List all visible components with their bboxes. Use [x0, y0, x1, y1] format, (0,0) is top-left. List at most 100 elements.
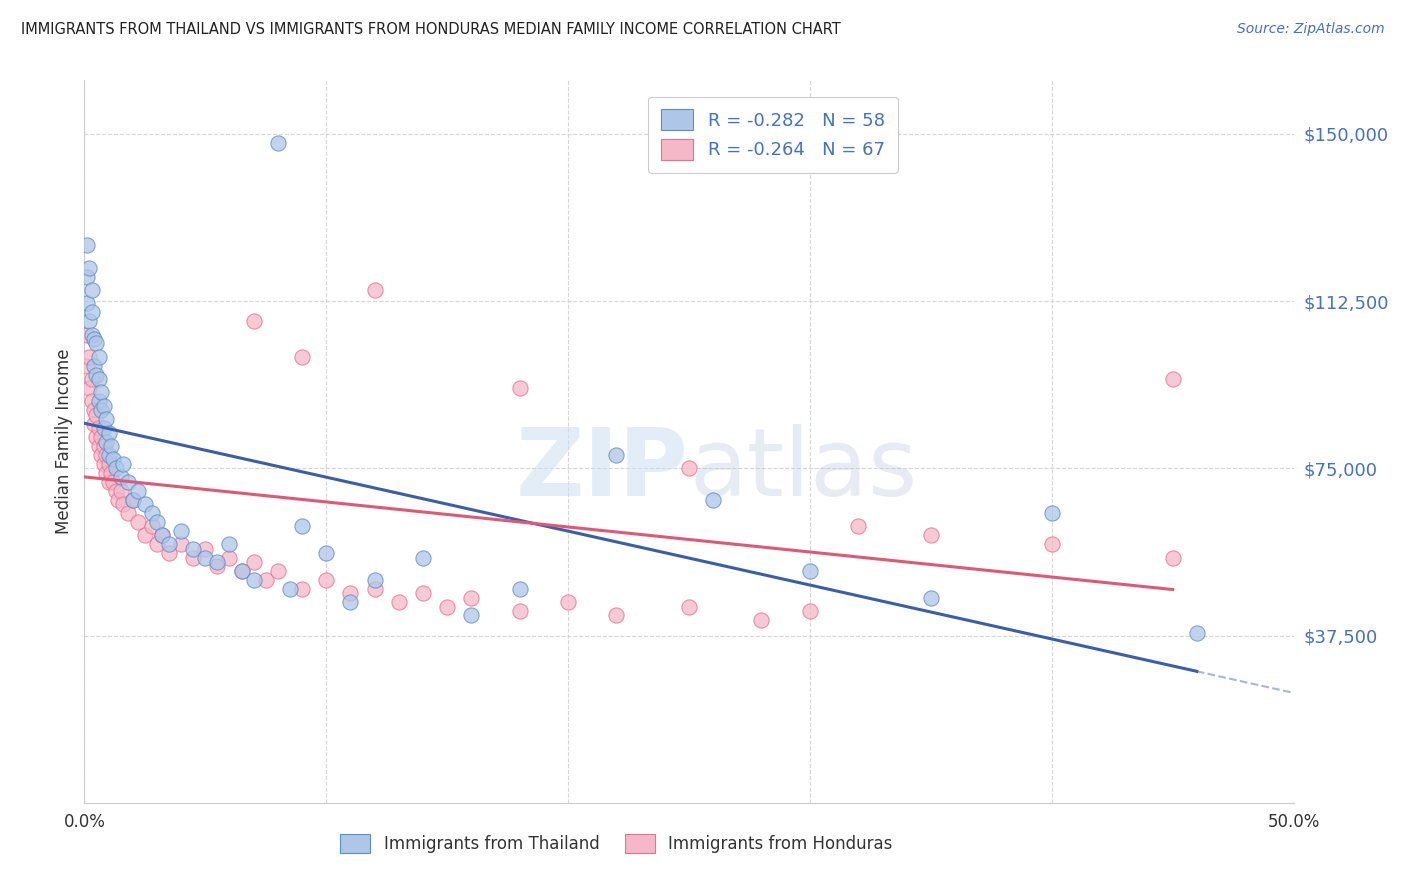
Point	[207, 559, 229, 574]
Point	[97, 457, 120, 471]
Point	[218, 550, 240, 565]
Point	[181, 541, 204, 556]
Point	[678, 461, 700, 475]
Text: atlas: atlas	[689, 425, 917, 516]
Point	[1161, 550, 1184, 565]
Point	[799, 564, 821, 578]
Point	[134, 497, 156, 511]
Point	[107, 492, 129, 507]
Point	[605, 608, 627, 623]
Point	[104, 483, 127, 498]
Point	[87, 350, 110, 364]
Point	[150, 528, 173, 542]
Point	[388, 595, 411, 609]
Point	[242, 555, 264, 569]
Point	[1161, 372, 1184, 386]
Point	[90, 385, 112, 400]
Point	[157, 537, 180, 551]
Point	[242, 573, 264, 587]
Point	[100, 439, 122, 453]
Point	[83, 417, 105, 431]
Point	[678, 599, 700, 614]
Point	[509, 381, 531, 395]
Text: ZIP: ZIP	[516, 425, 689, 516]
Point	[1040, 537, 1063, 551]
Point	[170, 537, 193, 551]
Point	[93, 399, 115, 413]
Y-axis label: Median Family Income: Median Family Income	[55, 349, 73, 534]
Point	[291, 519, 314, 533]
Point	[83, 359, 105, 373]
Point	[702, 492, 724, 507]
Point	[460, 608, 482, 623]
Point	[87, 372, 110, 386]
Point	[363, 283, 385, 297]
Point	[278, 582, 301, 596]
Point	[315, 573, 337, 587]
Point	[207, 555, 229, 569]
Point	[86, 408, 108, 422]
Point	[80, 394, 103, 409]
Point	[94, 448, 117, 462]
Point	[846, 519, 869, 533]
Point	[86, 430, 108, 444]
Point	[83, 332, 105, 346]
Point	[267, 564, 290, 578]
Point	[751, 613, 773, 627]
Point	[254, 573, 277, 587]
Point	[181, 550, 204, 565]
Point	[509, 604, 531, 618]
Point	[83, 403, 105, 417]
Point	[97, 448, 120, 462]
Point	[170, 524, 193, 538]
Point	[117, 506, 139, 520]
Point	[605, 448, 627, 462]
Point	[110, 483, 132, 498]
Point	[90, 430, 112, 444]
Point	[339, 595, 361, 609]
Point	[93, 421, 115, 435]
Point	[76, 269, 98, 284]
Point	[134, 528, 156, 542]
Point	[146, 537, 169, 551]
Point	[150, 528, 173, 542]
Point	[97, 475, 120, 489]
Point	[77, 350, 100, 364]
Point	[112, 457, 135, 471]
Point	[127, 515, 149, 529]
Point	[86, 368, 108, 382]
Point	[117, 475, 139, 489]
Point	[121, 492, 143, 507]
Point	[87, 394, 110, 409]
Point	[920, 528, 942, 542]
Point	[93, 439, 115, 453]
Point	[77, 260, 100, 275]
Point	[76, 327, 98, 342]
Point	[94, 434, 117, 449]
Point	[339, 586, 361, 600]
Point	[90, 448, 112, 462]
Point	[87, 421, 110, 435]
Point	[80, 305, 103, 319]
Point	[141, 506, 163, 520]
Point	[363, 573, 385, 587]
Point	[363, 582, 385, 596]
Point	[104, 461, 127, 475]
Point	[93, 457, 115, 471]
Point	[121, 492, 143, 507]
Point	[141, 519, 163, 533]
Point	[412, 550, 434, 565]
Point	[920, 591, 942, 605]
Point	[76, 359, 98, 373]
Point	[97, 425, 120, 440]
Point	[127, 483, 149, 498]
Point	[157, 546, 180, 560]
Point	[87, 439, 110, 453]
Point	[291, 582, 314, 596]
Point	[242, 314, 264, 328]
Text: IMMIGRANTS FROM THAILAND VS IMMIGRANTS FROM HONDURAS MEDIAN FAMILY INCOME CORREL: IMMIGRANTS FROM THAILAND VS IMMIGRANTS F…	[21, 22, 841, 37]
Point	[110, 470, 132, 484]
Point	[146, 515, 169, 529]
Point	[194, 550, 217, 565]
Point	[80, 372, 103, 386]
